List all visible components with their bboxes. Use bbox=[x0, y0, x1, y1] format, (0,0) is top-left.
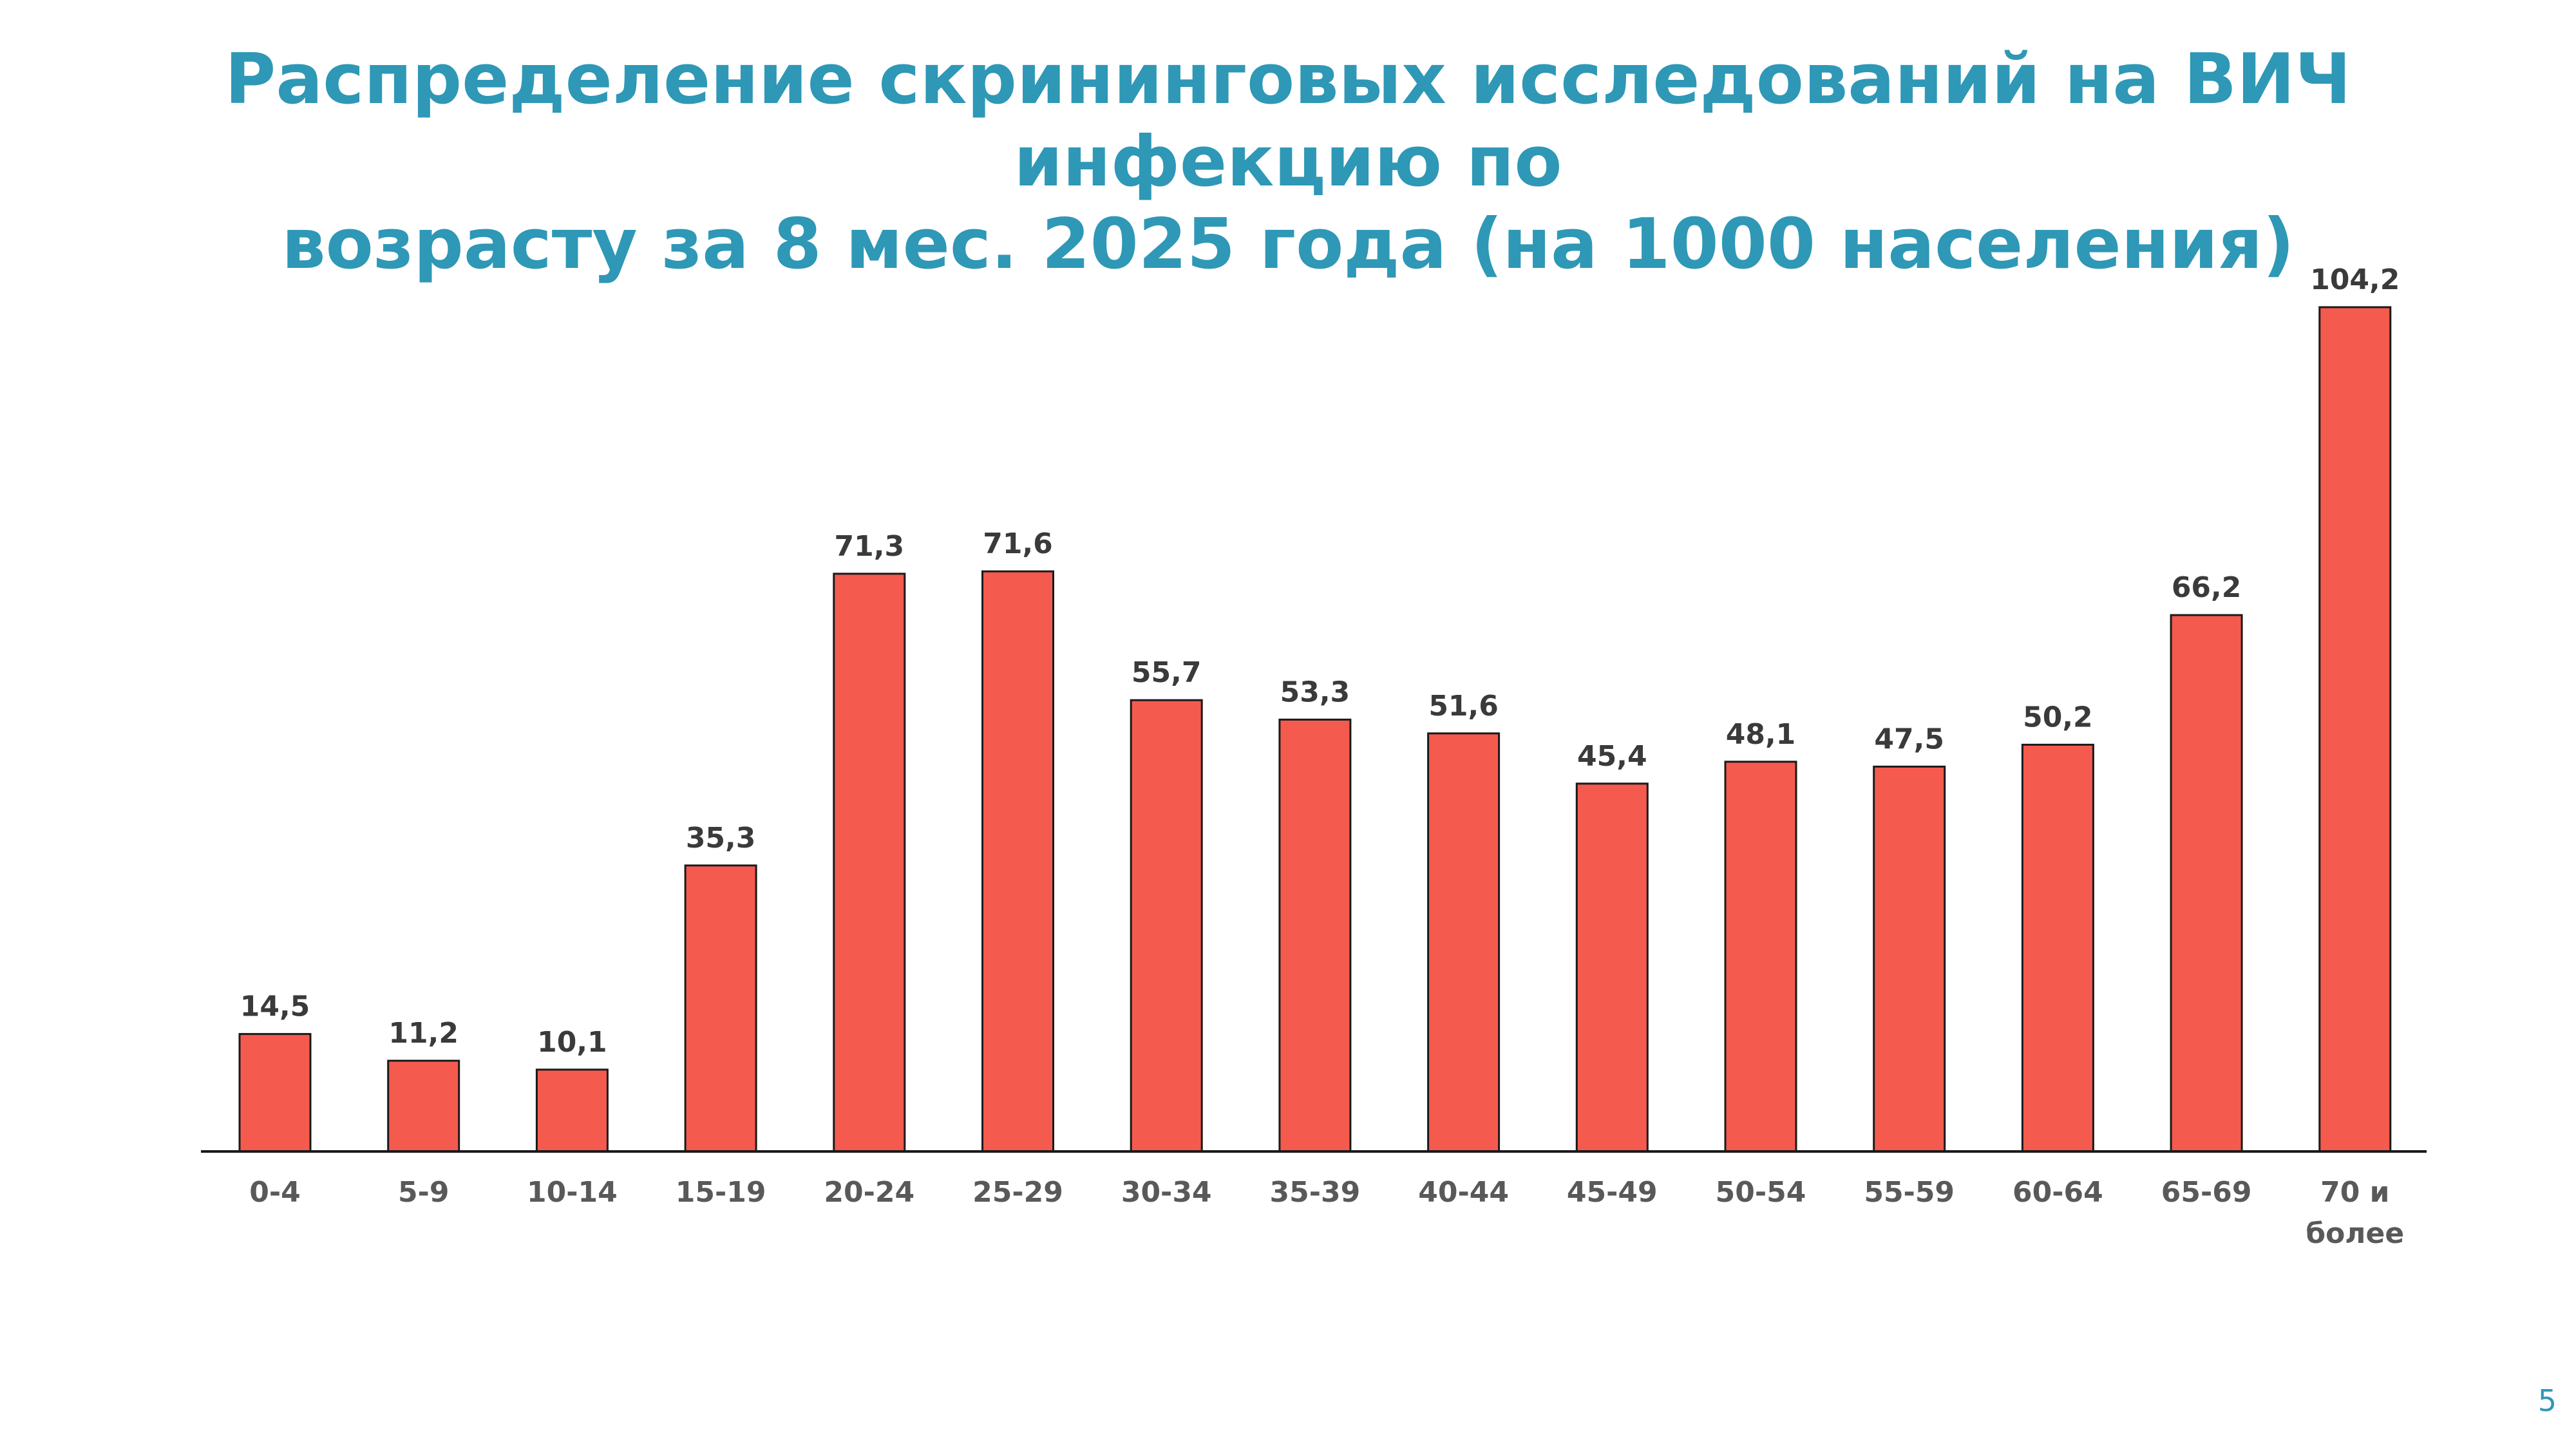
bar bbox=[1278, 718, 1352, 1153]
bar bbox=[2170, 614, 2243, 1153]
data-label: 10,1 bbox=[537, 1026, 607, 1059]
data-label: 11,2 bbox=[388, 1017, 459, 1050]
category-tick-label: 40-44 bbox=[1418, 1176, 1509, 1209]
data-label: 53,3 bbox=[1280, 676, 1350, 708]
page-number: 5 bbox=[2537, 1383, 2557, 1418]
data-label: 55,7 bbox=[1132, 656, 1202, 689]
slide-title-line-2: возрасту за 8 мес. 2025 года (на 1000 на… bbox=[281, 204, 2295, 285]
category-tick-label: 50-54 bbox=[1716, 1176, 1806, 1209]
category-tick-label: 55-59 bbox=[1864, 1176, 1955, 1209]
data-label: 71,3 bbox=[835, 530, 905, 563]
category-tick-label: 20-24 bbox=[824, 1176, 914, 1209]
category-tick-label: 15-19 bbox=[676, 1176, 766, 1209]
category-tick-label: 0-4 bbox=[249, 1176, 301, 1209]
category-tick-label: 25-29 bbox=[972, 1176, 1063, 1209]
data-label: 71,6 bbox=[983, 527, 1053, 560]
category-tick-label: 30-34 bbox=[1121, 1176, 1212, 1209]
data-label: 104,2 bbox=[2310, 263, 2400, 296]
bar bbox=[2021, 743, 2094, 1153]
category-tick-label: 65-69 bbox=[2161, 1176, 2252, 1209]
slide-title-line-1: Распределение скрининговых исследований … bbox=[225, 39, 2351, 202]
bar bbox=[1427, 732, 1501, 1153]
data-label: 45,4 bbox=[1577, 740, 1647, 773]
category-tick-label: 35-39 bbox=[1270, 1176, 1361, 1209]
bar bbox=[238, 1033, 312, 1153]
category-tick-label: 10-14 bbox=[527, 1176, 618, 1209]
category-tick-label: 60-64 bbox=[2012, 1176, 2103, 1209]
data-label: 66,2 bbox=[2172, 571, 2242, 604]
bar bbox=[2318, 306, 2392, 1153]
bar bbox=[387, 1059, 460, 1153]
bar bbox=[535, 1068, 609, 1153]
category-tick-label: 45-49 bbox=[1567, 1176, 1658, 1209]
bar bbox=[833, 573, 906, 1153]
bar bbox=[1575, 782, 1649, 1153]
data-label: 35,3 bbox=[686, 822, 756, 855]
bar bbox=[1724, 761, 1797, 1153]
data-label: 51,6 bbox=[1428, 690, 1499, 723]
data-label: 48,1 bbox=[1726, 718, 1796, 751]
bar bbox=[1130, 699, 1203, 1153]
bar bbox=[981, 570, 1054, 1153]
data-label: 14,5 bbox=[240, 990, 310, 1023]
category-tick-label: 5-9 bbox=[398, 1176, 450, 1209]
bar bbox=[684, 864, 757, 1153]
category-tick-label: 70 и более bbox=[2306, 1176, 2404, 1250]
data-label: 50,2 bbox=[2023, 701, 2093, 734]
data-label: 47,5 bbox=[1874, 723, 1944, 755]
slide-title: Распределение скрининговых исследований … bbox=[0, 39, 2576, 286]
bar bbox=[1873, 765, 1946, 1153]
